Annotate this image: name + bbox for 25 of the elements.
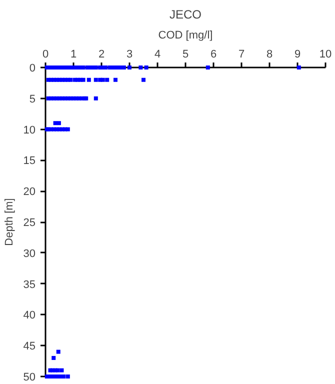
x-tick-label: 0 xyxy=(42,48,49,60)
chart-title: JECO xyxy=(170,8,202,22)
x-tick-label: 8 xyxy=(266,48,273,60)
y-tick-label: 5 xyxy=(29,93,36,106)
y-tick-label: 40 xyxy=(23,310,36,322)
y-tick-label: 15 xyxy=(23,155,36,168)
y-tick-label: 10 xyxy=(23,124,36,136)
y-tick-label: 50 xyxy=(23,372,36,384)
y-tick-label: 30 xyxy=(23,248,36,260)
y-tick-label: 45 xyxy=(23,340,36,353)
x-tick-label: 10 xyxy=(319,48,332,60)
y-tick-label: 20 xyxy=(23,186,36,198)
x-tick-label: 5 xyxy=(182,48,189,60)
x-tick-label: 3 xyxy=(126,48,133,60)
x-tick-label: 2 xyxy=(98,48,105,60)
x-axis-title: COD [mg/l] xyxy=(158,30,213,42)
y-axis-title: Depth [m] xyxy=(3,198,16,246)
x-tick-label: 9 xyxy=(294,48,301,60)
y-tick-label: 0 xyxy=(29,62,36,74)
x-tick-label: 1 xyxy=(70,48,77,60)
x-tick-label: 7 xyxy=(238,48,245,60)
y-tick-label: 35 xyxy=(23,278,36,291)
y-tick-label: 25 xyxy=(23,217,36,229)
x-tick-label: 6 xyxy=(210,48,217,60)
x-tick-label: 4 xyxy=(154,48,161,60)
